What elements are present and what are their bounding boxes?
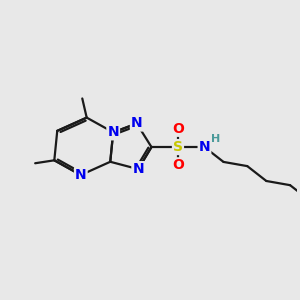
Text: S: S bbox=[173, 140, 183, 154]
Text: O: O bbox=[172, 122, 184, 136]
Text: N: N bbox=[199, 140, 210, 154]
Text: O: O bbox=[172, 158, 184, 172]
Text: N: N bbox=[75, 168, 87, 182]
Text: N: N bbox=[107, 125, 119, 139]
Text: H: H bbox=[211, 134, 220, 144]
Text: N: N bbox=[131, 116, 142, 130]
Text: N: N bbox=[132, 162, 144, 176]
